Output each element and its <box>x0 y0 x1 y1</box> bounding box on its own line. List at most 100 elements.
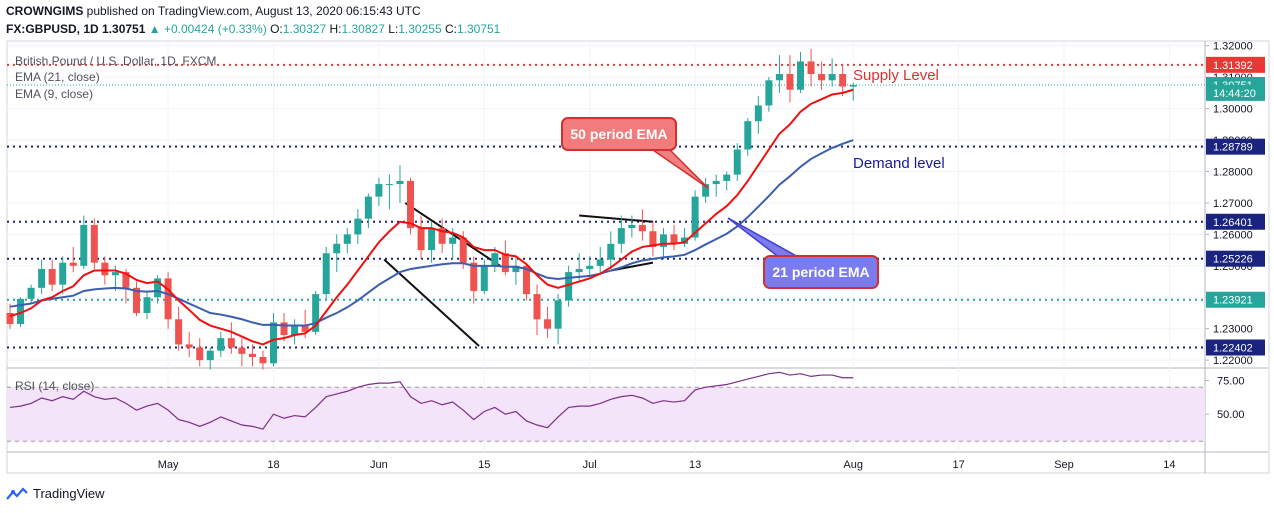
chart-frame <box>6 40 1270 474</box>
tradingview-logo[interactable]: TradingView <box>6 486 105 501</box>
close-label: C: <box>444 22 457 36</box>
candle-body <box>17 298 25 324</box>
ema21-legend[interactable]: EMA (21, close) <box>15 70 100 84</box>
x-tick-label: 14 <box>1163 459 1175 471</box>
candle-body <box>638 224 646 232</box>
candle-body <box>607 243 615 260</box>
candle-body <box>765 80 773 106</box>
last-price: 1.30751 <box>102 22 146 36</box>
candle-body <box>659 234 667 247</box>
candle-body <box>533 294 541 320</box>
candle-body <box>90 224 98 263</box>
candle-body <box>554 300 562 329</box>
price-tag-label: 14:44:20 <box>1213 88 1256 100</box>
candle-body <box>712 180 720 185</box>
low-value: 1.30255 <box>398 22 442 36</box>
candle-body <box>733 149 741 175</box>
candle-body <box>470 262 478 291</box>
price-tag-box <box>1206 213 1265 230</box>
candle-body <box>754 105 762 122</box>
candle-body <box>132 287 140 313</box>
x-tick-label: 15 <box>478 459 490 471</box>
candle-body <box>364 196 372 219</box>
candle-body <box>512 265 520 273</box>
candle-body <box>6 312 14 324</box>
candle-body <box>501 253 509 273</box>
candle-body <box>702 184 710 197</box>
candle-body <box>396 180 404 185</box>
rsi-legend[interactable]: RSI (14, close) <box>15 379 95 393</box>
candle-body <box>797 61 804 90</box>
candle-body <box>596 259 604 266</box>
ema21-callout-pointer <box>727 217 803 259</box>
candle-body <box>301 325 309 332</box>
tradingview-logo-icon <box>6 486 28 500</box>
price-tag-label: 1.26401 <box>1213 217 1253 229</box>
publish-text: published on TradingView.com, August 13,… <box>86 4 421 18</box>
candle-body <box>333 243 341 254</box>
candle-body <box>449 237 457 244</box>
candle-body <box>723 174 731 181</box>
candle-body <box>185 344 193 348</box>
x-tick-label: 18 <box>267 459 279 471</box>
ema21-callout-label: 21 period EMA <box>772 264 869 280</box>
publish-info: CROWNGIMS published on TradingView.com, … <box>6 4 421 18</box>
price-tag-box <box>1206 56 1265 73</box>
x-tick-label: 13 <box>689 459 701 471</box>
candle-body <box>617 228 625 244</box>
candle-body <box>154 278 162 298</box>
x-tick-label: Sep <box>1054 459 1074 471</box>
candle-body <box>670 234 678 244</box>
x-tick-label: Jul <box>583 459 597 471</box>
demand-level-label: Demand level <box>853 155 945 172</box>
candle-body <box>428 228 436 251</box>
symbol-info-bar: FX:GBPUSD, 1D 1.30751 ▲ +0.00424 (+0.33%… <box>6 22 500 36</box>
candle-body <box>744 121 752 150</box>
ema9-legend[interactable]: EMA (9, close) <box>15 87 94 101</box>
candle-body <box>122 272 130 288</box>
rsi-tick-label: 50.00 <box>1217 409 1245 421</box>
candle-body <box>839 74 847 87</box>
candle-body <box>775 74 783 81</box>
y-tick-label: 1.26000 <box>1213 229 1253 241</box>
candle-body <box>807 61 815 75</box>
candle-body <box>438 228 446 244</box>
ema50-callout-label: 50 period EMA <box>570 126 667 142</box>
candle-body <box>291 325 299 335</box>
candle-body <box>385 184 393 186</box>
ema50-callout-pointer <box>647 147 709 189</box>
price-tag-box <box>1206 138 1265 155</box>
candle-body <box>322 253 330 295</box>
high-label: H: <box>329 22 342 36</box>
open-value: 1.30327 <box>282 22 327 36</box>
candle-body <box>417 228 425 251</box>
candle-body <box>575 268 583 273</box>
candle-body <box>849 85 857 87</box>
candle-body <box>59 262 67 285</box>
y-tick-label: 1.30000 <box>1213 104 1253 116</box>
candle-body <box>248 353 256 357</box>
price-tag-box <box>1206 250 1265 267</box>
x-tick-label: 17 <box>952 459 964 471</box>
candle-body <box>818 74 826 81</box>
trendline-lower <box>383 258 480 347</box>
low-label: L: <box>388 22 399 36</box>
author-name[interactable]: CROWNGIMS <box>6 4 84 18</box>
x-tick-label: Jun <box>370 459 388 471</box>
candle-body <box>48 268 56 285</box>
price-tag-label: 1.25226 <box>1213 254 1253 266</box>
candle-body <box>196 347 204 361</box>
price-tag-label: 1.31392 <box>1213 60 1253 72</box>
symbol-name[interactable]: FX:GBPUSD, 1D <box>6 22 99 36</box>
price-tag-label: 1.23921 <box>1213 295 1253 307</box>
candle-body <box>164 278 172 320</box>
candle-body <box>69 262 77 266</box>
candle-body <box>649 231 657 247</box>
candle-body <box>259 356 267 364</box>
rsi-band <box>7 387 1205 442</box>
price-tag-box <box>1206 291 1265 308</box>
y-tick-label: 1.32000 <box>1213 41 1253 53</box>
candle-body <box>828 74 836 81</box>
